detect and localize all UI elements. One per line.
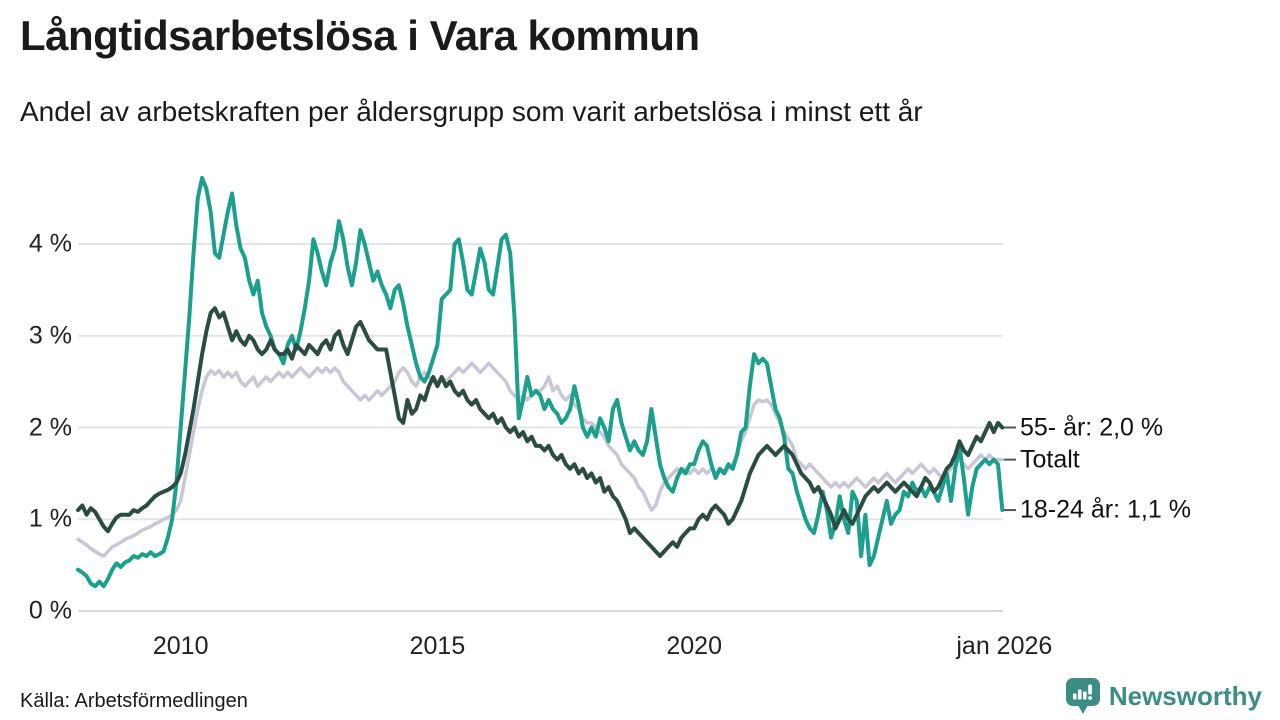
source-note: Källa: Arbetsförmedlingen (20, 690, 248, 712)
series-end-label: Totalt (1020, 445, 1080, 474)
x-axis-label: jan 2026 (956, 632, 1053, 660)
x-axis-label: 2015 (409, 632, 466, 660)
bar-chart-glyph (1082, 691, 1087, 700)
page-title: Långtidsarbetslösa i Vara kommun (20, 12, 700, 59)
y-axis-label: 3 % (28, 321, 72, 350)
page-subtitle: Andel av arbetskraften per åldersgrupp s… (20, 96, 923, 127)
y-axis-label: 2 % (28, 413, 72, 441)
exclamation-icon (1088, 696, 1092, 700)
newsworthy-logo-text: Newsworthy (1108, 680, 1262, 711)
y-axis-label: 0 % (28, 596, 72, 625)
newsworthy-logo-icon (1065, 678, 1100, 714)
exclamation-icon (1088, 684, 1092, 695)
x-axis-label: 2010 (152, 632, 209, 660)
bar-chart-glyph (1077, 689, 1082, 700)
x-axis-label: 2020 (666, 632, 722, 660)
y-axis-label: 1 % (28, 504, 72, 533)
bar-chart-glyph (1072, 693, 1077, 700)
series-end-label: 55- år: 2,0 % (1020, 413, 1164, 441)
newsworthy-logo: Newsworthy (1064, 676, 1262, 716)
y-axis-label: 4 % (28, 229, 72, 258)
series-end-label: 18-24 år: 1,1 % (1020, 495, 1191, 524)
